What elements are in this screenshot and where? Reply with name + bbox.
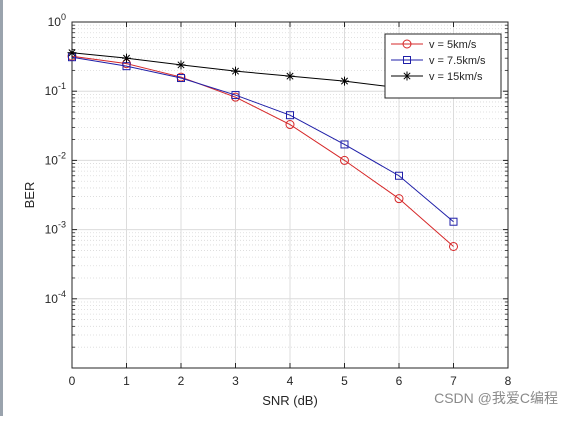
data-point — [122, 53, 131, 63]
data-point — [449, 217, 458, 226]
data-point — [395, 171, 403, 180]
y-axis-label: BER — [22, 182, 37, 209]
data-point — [449, 241, 458, 251]
data-point — [340, 140, 349, 149]
asterisk-stroke — [286, 72, 294, 80]
window-left-border — [0, 0, 3, 416]
data-point — [231, 66, 240, 76]
data-point — [176, 60, 186, 70]
axis-ticks — [71, 21, 509, 369]
x-tick-label: 4 — [287, 374, 294, 388]
series-line — [71, 56, 454, 223]
series-line — [71, 55, 454, 247]
legend-entry: v = 15km/s — [391, 71, 483, 83]
legend-marker — [402, 71, 412, 81]
data-point — [394, 194, 404, 204]
x-tick-label: 7 — [450, 374, 457, 388]
legend-marker — [402, 39, 412, 49]
asterisk-stroke — [340, 77, 349, 85]
data-point — [177, 74, 185, 83]
legend-box — [384, 33, 502, 99]
series-layer — [67, 48, 458, 251]
x-tick-label: 6 — [396, 374, 403, 388]
series-2 — [68, 53, 458, 226]
y-tick-label: 100 — [48, 12, 66, 29]
legend-label: v = 7.5km/s — [429, 55, 486, 67]
y-tick-label: 10-1 — [45, 81, 66, 98]
data-point — [231, 91, 240, 100]
asterisk-stroke — [231, 67, 240, 75]
asterisk-stroke — [403, 72, 411, 80]
x-axis-label: SNR (dB) — [262, 393, 318, 408]
data-point — [285, 71, 295, 81]
x-tick-label: 8 — [505, 374, 512, 388]
legend-marker — [403, 56, 411, 64]
y-tick-label: 10-2 — [45, 150, 66, 167]
legend: v = 5km/s v = 7.5km/s v = 15km/s — [384, 33, 502, 99]
legend-entry: v = 7.5km/s — [391, 55, 486, 67]
y-tick-label: 10-4 — [45, 289, 66, 306]
x-tick-label: 0 — [69, 374, 76, 388]
x-tick-label: 1 — [123, 374, 130, 388]
x-tick-label: 2 — [178, 374, 185, 388]
legend-label: v = 15km/s — [429, 71, 483, 83]
legend-entry: v = 5km/s — [391, 39, 477, 51]
asterisk-stroke — [177, 61, 185, 69]
y-tick-labels: 10-4 10-3 10-2 10-1 100 — [45, 12, 66, 306]
watermark-text: CSDN @我爱C编程 — [434, 390, 558, 406]
legend-label: v = 5km/s — [429, 39, 477, 51]
data-point — [67, 48, 77, 58]
data-point — [286, 111, 294, 120]
asterisk-stroke — [68, 49, 76, 57]
y-tick-label: 10-3 — [45, 220, 66, 237]
x-tick-labels: 0 1 2 3 4 5 6 7 8 — [69, 374, 512, 388]
data-point — [340, 76, 349, 86]
data-point — [340, 155, 349, 165]
x-tick-label: 5 — [341, 374, 348, 388]
x-tick-label: 3 — [232, 374, 239, 388]
asterisk-stroke — [122, 54, 131, 62]
data-point — [285, 120, 295, 130]
